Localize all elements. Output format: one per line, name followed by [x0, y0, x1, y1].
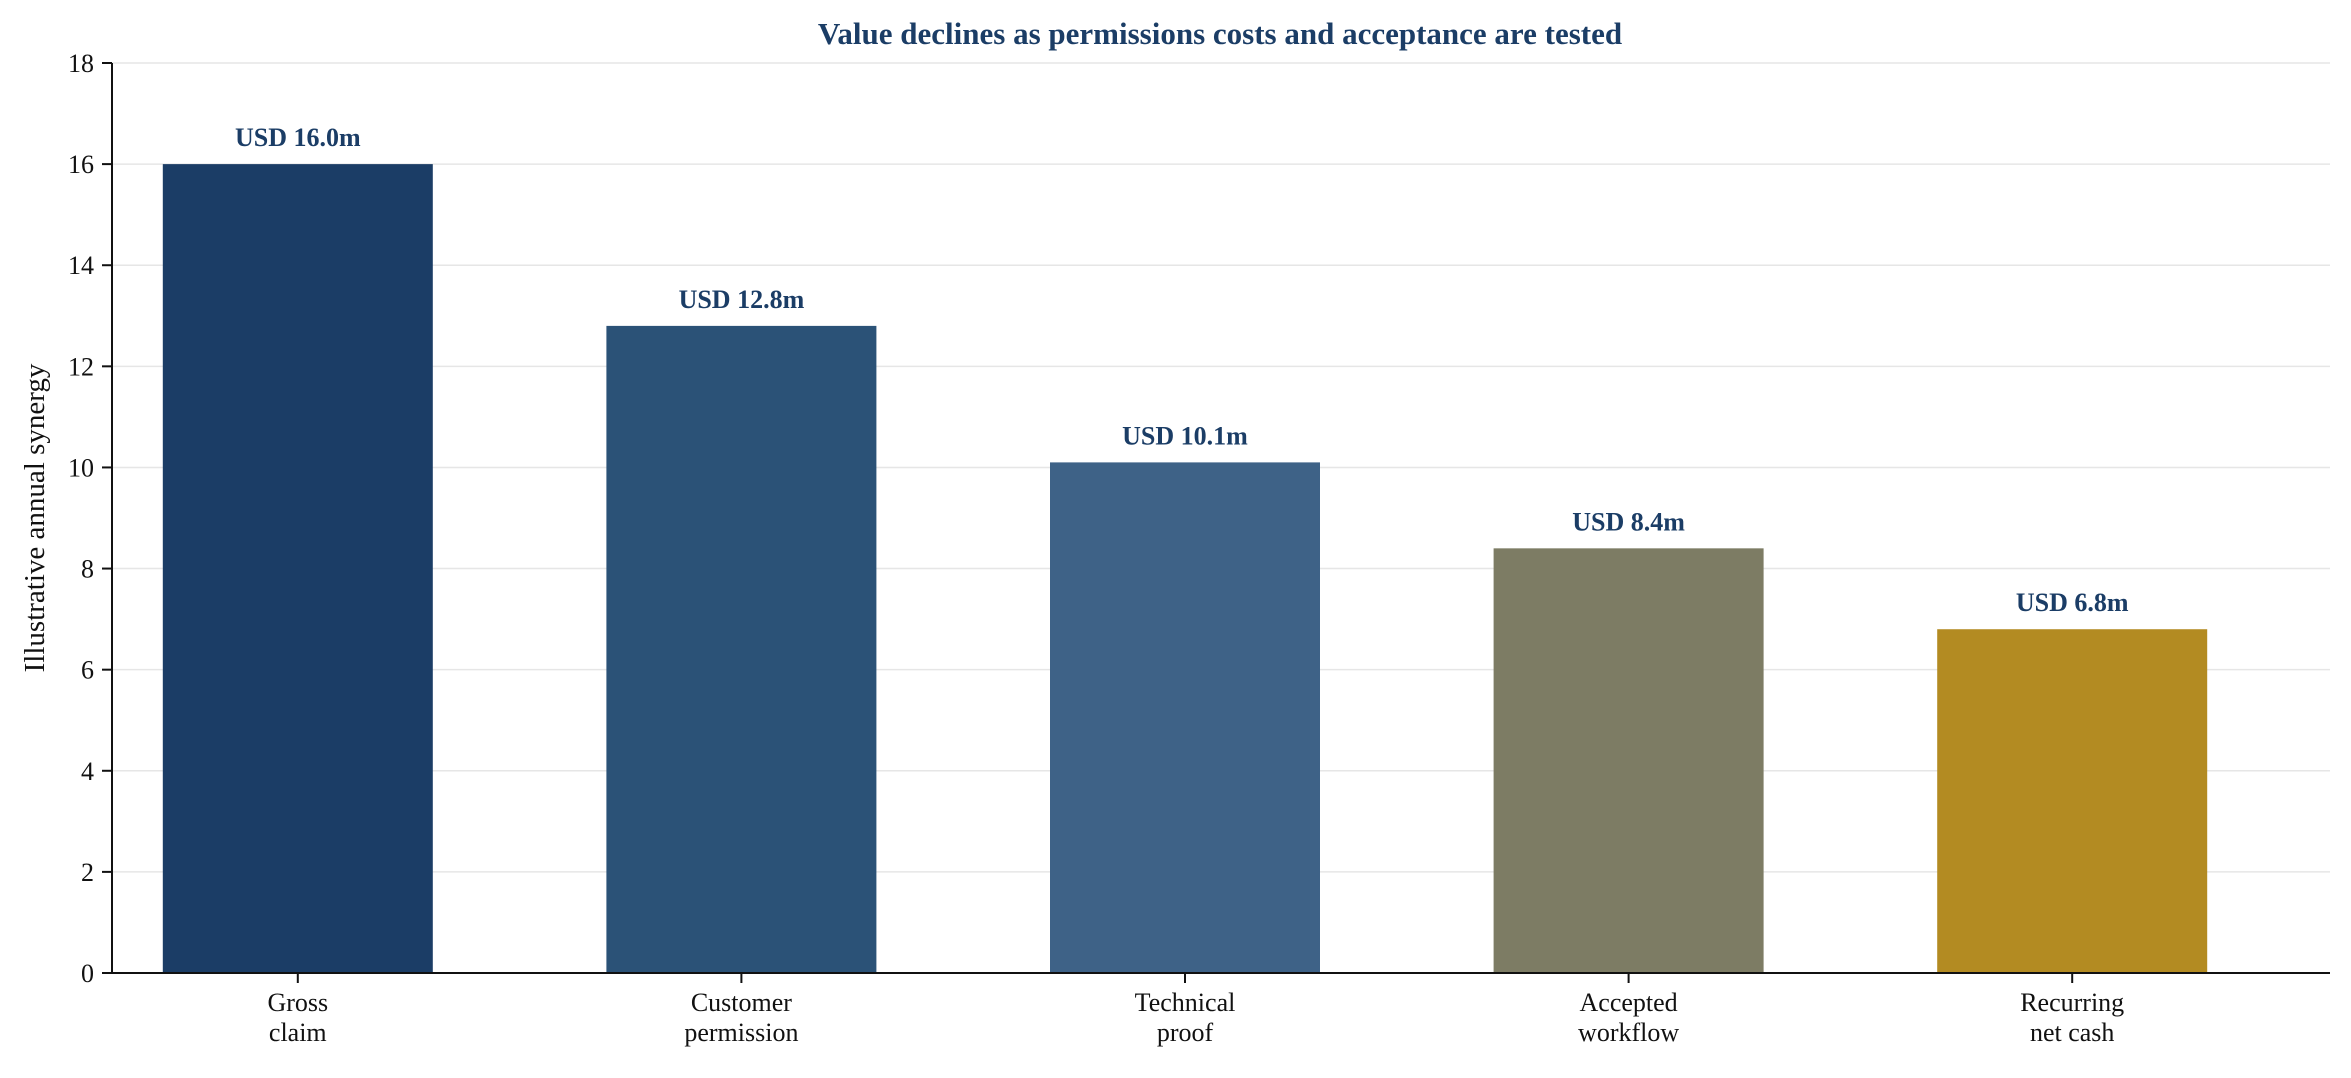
axes: 0 2 4 6 8 10 12 14 16 18 Gross claim Customer permiss… [68, 49, 2330, 1047]
x-tick-label: Technical proof [1135, 988, 1236, 1047]
labels: USD 16.0m USD 12.8m USD 10.1m USD 8.4m USD 6… [235, 123, 2129, 617]
y-tick-label: 16 [68, 150, 94, 179]
bar-value-label: USD 6.8m [2016, 588, 2129, 617]
bar-value-label: USD 8.4m [1572, 507, 1685, 536]
y-tick-label: 10 [68, 453, 94, 482]
bar-value-label: USD 10.1m [1122, 421, 1248, 450]
y-tick-label: 4 [81, 757, 94, 786]
y-tick-label: 2 [81, 858, 94, 887]
x-tick-label-line: workflow [1578, 1018, 1679, 1047]
y-tick-label: 6 [81, 656, 94, 685]
x-tick-label: Recurring net cash [2020, 988, 2124, 1047]
y-tick-label: 18 [68, 49, 94, 78]
bar [162, 164, 433, 974]
chart-title: Value declines as permissions costs and … [818, 16, 1622, 51]
x-tick-label-line: proof [1157, 1018, 1214, 1047]
x-tick-label-line: Customer [691, 988, 792, 1017]
x-tick-label-line: Recurring [2020, 988, 2124, 1017]
x-tick-label-line: claim [269, 1018, 327, 1047]
y-tick-label: 8 [81, 555, 94, 584]
y-axis-label: Illustrative annual synergy [19, 363, 51, 672]
x-tick-label-line: Technical [1135, 988, 1236, 1017]
x-tick-label-line: Gross [267, 988, 328, 1017]
y-tick-label: 12 [68, 352, 94, 381]
x-tick-label: Customer permission [684, 988, 798, 1047]
y-tick-label: 14 [68, 251, 94, 280]
bar-value-label: USD 16.0m [235, 123, 361, 152]
x-tick-label-line: net cash [2030, 1018, 2114, 1047]
x-tick-label-line: permission [684, 1018, 798, 1047]
bar-value-label: USD 12.8m [679, 285, 805, 314]
bar [1050, 462, 1320, 973]
y-tick-label: 0 [81, 959, 94, 988]
bars [162, 164, 2208, 974]
x-tick-label: Accepted workflow [1578, 988, 1679, 1047]
bar [606, 325, 877, 973]
bar [1493, 548, 1764, 973]
x-tick-label-line: Accepted [1580, 988, 1678, 1017]
bar [1937, 629, 2208, 973]
x-tick-label: Gross claim [267, 988, 328, 1047]
